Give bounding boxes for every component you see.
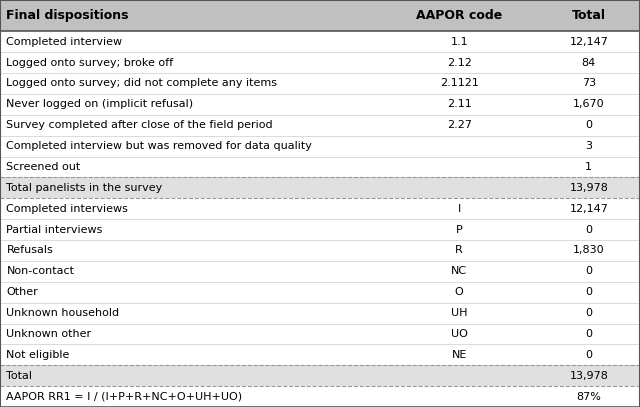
Bar xyxy=(0,52,640,73)
Text: 0: 0 xyxy=(586,287,592,297)
Text: 84: 84 xyxy=(582,58,596,68)
Text: Other: Other xyxy=(6,287,38,297)
Text: 0: 0 xyxy=(586,329,592,339)
Text: Partial interviews: Partial interviews xyxy=(6,225,103,234)
Bar xyxy=(0,344,640,365)
Text: Final dispositions: Final dispositions xyxy=(6,9,129,22)
Text: AAPOR code: AAPOR code xyxy=(416,9,502,22)
Text: Never logged on (implicit refusal): Never logged on (implicit refusal) xyxy=(6,99,193,109)
Bar xyxy=(0,365,640,386)
Text: 0: 0 xyxy=(586,120,592,130)
Text: Completed interview but was removed for data quality: Completed interview but was removed for … xyxy=(6,141,312,151)
Bar xyxy=(0,31,640,52)
Text: 1.1: 1.1 xyxy=(451,37,468,47)
Bar xyxy=(0,198,640,219)
Text: Unknown household: Unknown household xyxy=(6,308,120,318)
Text: 2.1121: 2.1121 xyxy=(440,79,479,88)
Text: 73: 73 xyxy=(582,79,596,88)
Bar xyxy=(0,177,640,198)
Text: 0: 0 xyxy=(586,225,592,234)
Text: AAPOR RR1 = I / (I+P+R+NC+O+UH+UO): AAPOR RR1 = I / (I+P+R+NC+O+UH+UO) xyxy=(6,392,243,402)
Text: Total: Total xyxy=(6,371,33,381)
Text: 13,978: 13,978 xyxy=(570,371,608,381)
Text: NC: NC xyxy=(451,266,467,276)
Bar xyxy=(0,219,640,240)
Text: Not eligible: Not eligible xyxy=(6,350,70,360)
Text: 1,670: 1,670 xyxy=(573,99,605,109)
Text: 1,830: 1,830 xyxy=(573,245,605,256)
Text: R: R xyxy=(455,245,463,256)
Text: Unknown other: Unknown other xyxy=(6,329,92,339)
Text: NE: NE xyxy=(451,350,467,360)
Bar xyxy=(0,0,640,31)
Text: UO: UO xyxy=(451,329,468,339)
Text: I: I xyxy=(458,204,461,214)
Bar xyxy=(0,261,640,282)
Bar xyxy=(0,73,640,94)
Text: Logged onto survey; did not complete any items: Logged onto survey; did not complete any… xyxy=(6,79,277,88)
Bar xyxy=(0,240,640,261)
Text: Completed interviews: Completed interviews xyxy=(6,204,128,214)
Text: 0: 0 xyxy=(586,350,592,360)
Text: Logged onto survey; broke off: Logged onto survey; broke off xyxy=(6,58,173,68)
Text: 1: 1 xyxy=(586,162,592,172)
Text: Screened out: Screened out xyxy=(6,162,81,172)
Text: 13,978: 13,978 xyxy=(570,183,608,193)
Text: Total: Total xyxy=(572,9,606,22)
Text: 2.11: 2.11 xyxy=(447,99,472,109)
Bar xyxy=(0,94,640,115)
Text: P: P xyxy=(456,225,463,234)
Text: Non-contact: Non-contact xyxy=(6,266,74,276)
Text: Survey completed after close of the field period: Survey completed after close of the fiel… xyxy=(6,120,273,130)
Text: UH: UH xyxy=(451,308,467,318)
Text: 12,147: 12,147 xyxy=(570,204,608,214)
Text: 12,147: 12,147 xyxy=(570,37,608,47)
Text: Completed interview: Completed interview xyxy=(6,37,122,47)
Text: Refusals: Refusals xyxy=(6,245,53,256)
Bar xyxy=(0,136,640,157)
Text: Total panelists in the survey: Total panelists in the survey xyxy=(6,183,163,193)
Bar xyxy=(0,115,640,136)
Text: 2.12: 2.12 xyxy=(447,58,472,68)
Text: 87%: 87% xyxy=(577,392,601,402)
Text: 0: 0 xyxy=(586,266,592,276)
Bar xyxy=(0,282,640,303)
Text: 0: 0 xyxy=(586,308,592,318)
Bar xyxy=(0,157,640,177)
Text: O: O xyxy=(455,287,463,297)
Text: 3: 3 xyxy=(586,141,592,151)
Bar xyxy=(0,386,640,407)
Text: 2.27: 2.27 xyxy=(447,120,472,130)
Bar xyxy=(0,324,640,344)
Bar xyxy=(0,303,640,324)
